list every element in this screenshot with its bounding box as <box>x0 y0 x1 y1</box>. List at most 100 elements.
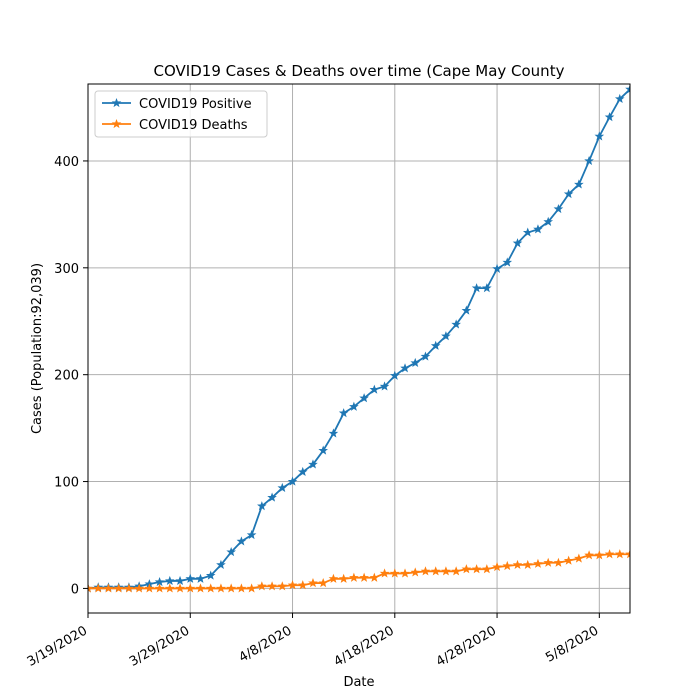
data-point-marker <box>318 578 329 588</box>
data-point-marker <box>113 583 124 593</box>
data-point-marker <box>287 476 298 486</box>
data-point-marker <box>297 466 308 477</box>
data-point-marker <box>543 557 553 567</box>
data-point-marker <box>124 583 134 593</box>
data-point-marker <box>175 583 185 593</box>
data-point-marker <box>543 216 553 226</box>
data-point-marker <box>216 559 226 570</box>
data-point-marker <box>205 583 216 593</box>
y-tick-label: 100 <box>54 476 79 491</box>
y-tick-label: 200 <box>54 369 79 384</box>
x-tick-label: 4/8/2020 <box>236 623 294 665</box>
data-point-marker <box>430 340 441 350</box>
data-point-marker <box>338 573 349 583</box>
data-point-marker <box>614 93 625 104</box>
data-point-marker <box>154 583 165 593</box>
data-point-marker <box>88 583 93 593</box>
data-point-marker <box>420 566 431 576</box>
data-point-marker <box>471 564 482 574</box>
data-point-marker <box>144 583 155 593</box>
data-point-marker <box>553 557 564 567</box>
data-point-marker <box>512 559 523 570</box>
data-point-marker <box>389 370 400 380</box>
data-point-marker <box>451 566 461 576</box>
data-point-marker <box>216 583 226 593</box>
data-point-marker <box>563 555 574 565</box>
data-point-marker <box>533 224 543 234</box>
data-point-marker <box>359 393 369 403</box>
data-point-marker <box>369 572 380 582</box>
data-point-marker <box>379 381 390 391</box>
y-tick-label: 0 <box>71 582 79 597</box>
data-point-marker <box>205 570 216 580</box>
data-point-marker <box>308 578 318 588</box>
data-point-marker <box>226 583 236 593</box>
data-point-marker <box>604 549 615 559</box>
data-point-marker <box>410 567 421 577</box>
data-point-marker <box>471 283 482 293</box>
x-tick-label: 5/8/2020 <box>543 623 601 665</box>
data-point-marker <box>277 482 288 493</box>
data-point-marker <box>297 580 308 590</box>
data-point-marker <box>246 529 257 540</box>
data-point-marker <box>277 581 288 591</box>
data-point-marker <box>195 583 206 593</box>
legend-box <box>94 90 268 138</box>
data-point-marker <box>236 583 247 593</box>
chart-title: COVID19 Cases & Deaths over time (Cape M… <box>154 62 565 80</box>
legend-label: COVID19 Positive <box>139 97 252 112</box>
data-point-marker <box>400 363 410 373</box>
data-point-marker <box>430 566 441 576</box>
data-point-marker <box>175 575 185 586</box>
data-point-marker <box>441 331 451 341</box>
grid <box>87 84 630 613</box>
data-point-marker <box>461 305 472 315</box>
y-tick-label: 400 <box>54 155 79 170</box>
data-point-marker <box>492 263 502 273</box>
x-tick-label: 3/29/2020 <box>127 623 192 669</box>
data-point-marker <box>614 549 625 559</box>
data-point-marker <box>103 583 114 593</box>
data-point-marker <box>165 575 175 586</box>
data-point-marker <box>553 203 564 214</box>
plot-frame <box>87 83 631 614</box>
series-group <box>88 84 630 593</box>
series-1 <box>88 549 630 593</box>
data-point-marker <box>338 408 349 418</box>
data-point-marker <box>165 583 175 593</box>
data-point-marker <box>502 257 513 267</box>
data-point-marker <box>226 547 236 557</box>
data-point-marker <box>308 459 318 469</box>
data-point-marker <box>461 564 472 574</box>
data-point-marker <box>482 564 492 574</box>
data-point-marker <box>400 568 410 578</box>
data-point-marker <box>349 401 359 411</box>
data-point-marker <box>93 583 104 593</box>
x-tick-label: 4/28/2020 <box>434 623 499 669</box>
data-point-marker <box>420 351 431 361</box>
x-tick-label: 3/19/2020 <box>25 623 90 669</box>
data-point-marker <box>267 492 277 502</box>
data-point-marker <box>604 112 615 122</box>
data-point-marker <box>522 227 533 237</box>
data-point-marker <box>512 238 523 248</box>
data-point-marker <box>349 572 359 582</box>
data-point-marker <box>195 573 206 583</box>
data-point-marker <box>594 550 605 560</box>
data-point-marker <box>522 559 533 570</box>
data-point-marker <box>441 566 451 576</box>
data-point-marker <box>410 357 421 368</box>
x-axis-title: Date <box>343 675 374 690</box>
data-point-marker <box>563 189 574 199</box>
data-point-marker <box>318 445 329 455</box>
data-point-marker <box>359 572 369 582</box>
data-point-marker <box>625 84 630 94</box>
data-point-marker <box>369 384 380 394</box>
axis-ticks: 3/19/2020 3/29/2020 4/8/2020 4/18/2020 4/28/… <box>25 155 602 670</box>
data-point-marker <box>185 583 196 593</box>
data-point-marker <box>492 561 502 572</box>
data-point-marker <box>594 131 605 141</box>
data-point-marker <box>185 573 196 583</box>
